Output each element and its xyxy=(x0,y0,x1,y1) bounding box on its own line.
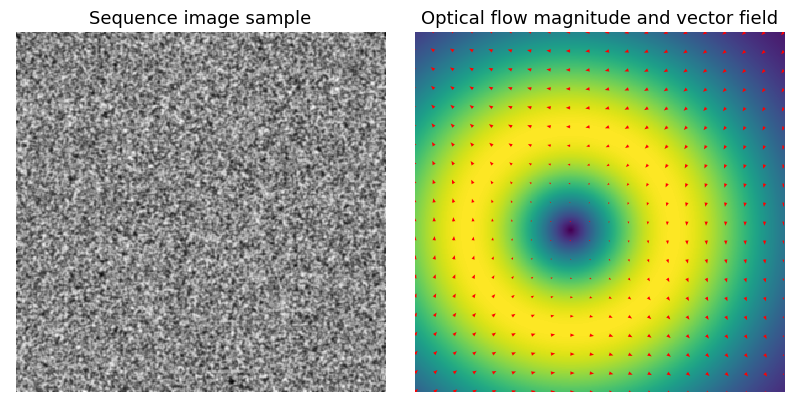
Title: Sequence image sample: Sequence image sample xyxy=(90,10,312,28)
Title: Optical flow magnitude and vector field: Optical flow magnitude and vector field xyxy=(421,10,778,28)
